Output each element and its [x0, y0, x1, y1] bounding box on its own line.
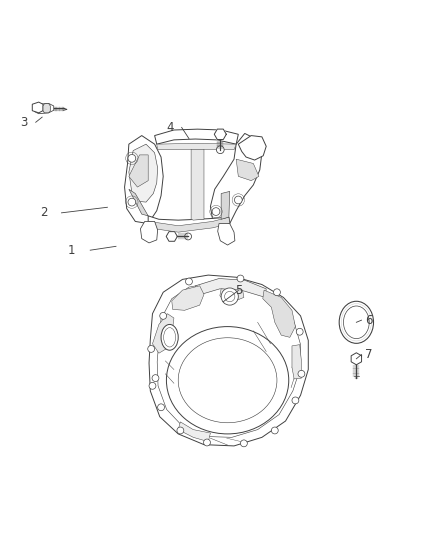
Circle shape [216, 146, 224, 154]
Polygon shape [141, 221, 158, 243]
Circle shape [152, 375, 159, 382]
Ellipse shape [166, 327, 289, 434]
Circle shape [158, 404, 165, 411]
Circle shape [212, 208, 220, 215]
Polygon shape [35, 103, 54, 114]
Circle shape [296, 328, 303, 335]
Circle shape [185, 233, 191, 240]
Polygon shape [148, 216, 230, 229]
Circle shape [273, 289, 280, 296]
Text: 4: 4 [166, 121, 174, 134]
Ellipse shape [178, 338, 277, 423]
Text: 3: 3 [21, 116, 28, 129]
Circle shape [237, 275, 244, 282]
Text: 2: 2 [40, 206, 47, 220]
Circle shape [160, 312, 166, 319]
Polygon shape [214, 129, 226, 140]
Polygon shape [218, 223, 235, 245]
Ellipse shape [343, 306, 369, 338]
Circle shape [177, 427, 184, 434]
Polygon shape [129, 155, 148, 187]
Circle shape [204, 439, 210, 446]
Circle shape [148, 345, 155, 352]
Circle shape [225, 292, 235, 302]
Polygon shape [148, 217, 230, 232]
Polygon shape [220, 289, 244, 301]
Polygon shape [263, 290, 295, 337]
Polygon shape [32, 102, 43, 113]
Circle shape [292, 397, 299, 404]
Polygon shape [210, 133, 262, 225]
Circle shape [128, 198, 136, 206]
Polygon shape [43, 103, 50, 113]
Polygon shape [157, 143, 236, 150]
Polygon shape [351, 353, 361, 365]
Circle shape [234, 196, 242, 204]
Polygon shape [152, 314, 174, 353]
Polygon shape [166, 232, 177, 241]
Circle shape [298, 370, 305, 377]
Polygon shape [172, 286, 204, 310]
Ellipse shape [164, 328, 176, 347]
Polygon shape [292, 345, 301, 379]
Polygon shape [195, 279, 266, 297]
Polygon shape [236, 159, 259, 181]
Circle shape [128, 155, 136, 162]
Circle shape [186, 278, 192, 285]
Polygon shape [178, 422, 210, 442]
Polygon shape [191, 149, 204, 220]
Text: 5: 5 [235, 284, 242, 297]
Circle shape [272, 427, 278, 434]
Text: 1: 1 [68, 244, 75, 257]
Circle shape [221, 288, 238, 305]
Polygon shape [238, 135, 266, 160]
Ellipse shape [161, 325, 178, 350]
Polygon shape [129, 144, 158, 202]
Circle shape [240, 440, 247, 447]
Ellipse shape [339, 301, 374, 343]
Text: 7: 7 [365, 348, 372, 361]
Polygon shape [124, 135, 163, 223]
Circle shape [149, 382, 156, 389]
Text: 6: 6 [365, 313, 372, 327]
Polygon shape [155, 129, 238, 144]
Polygon shape [129, 189, 148, 216]
Polygon shape [149, 275, 308, 446]
Polygon shape [221, 191, 230, 219]
